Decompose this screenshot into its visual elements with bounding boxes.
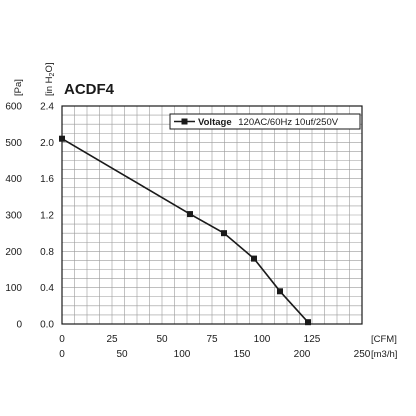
data-point	[305, 319, 311, 326]
x-ticks-cfm: 0 25 50 75 100 125	[59, 334, 321, 345]
y-ticks-inh2o: 0.0 0.4 0.8 1.2 1.6 2.0 2.4	[40, 102, 54, 331]
data-point	[59, 135, 65, 142]
x-tick-m3h: 250	[354, 349, 371, 360]
x-tick-cfm: 0	[59, 334, 65, 345]
x-tick-m3h: 0	[59, 349, 65, 360]
data-point	[251, 255, 257, 262]
y-tick-inh2o: 0.0	[40, 320, 54, 331]
plot-frame	[61, 105, 363, 325]
inh2o-unit-part: O]	[44, 63, 55, 73]
data-point	[187, 211, 193, 218]
y-tick-pa: 400	[5, 174, 22, 185]
chart-title: ACDF4	[64, 81, 115, 98]
legend-marker	[181, 118, 188, 125]
x-tick-cfm: 100	[254, 334, 271, 345]
y-tick-inh2o: 0.8	[40, 247, 54, 258]
x-tick-cfm: 125	[304, 334, 321, 345]
legend-box	[169, 113, 361, 130]
x-tick-cfm: 75	[206, 334, 218, 345]
y-tick-inh2o: 0.4	[40, 283, 54, 294]
legend-label: Voltage 120AC/60Hz 10uf/250V	[198, 117, 339, 128]
y-ticks-pa: 0 100 200 300 400 500 600	[5, 102, 22, 331]
x-tick-m3h: 50	[116, 349, 128, 360]
x-tick-cfm: 50	[156, 334, 168, 345]
series-line	[61, 138, 309, 323]
legend: Voltage 120AC/60Hz 10uf/250V	[169, 113, 361, 130]
y-tick-pa: 300	[5, 211, 22, 222]
inh2o-unit-label: [in H2O]	[44, 63, 56, 96]
x-tick-m3h: 150	[234, 349, 251, 360]
grid	[62, 106, 362, 324]
m3h-unit-label: [m3/h]	[371, 349, 397, 360]
x-ticks-m3h: 0 50 100 150 200 250	[59, 349, 371, 360]
cfm-unit-label: [CFM]	[371, 334, 397, 345]
x-tick-m3h: 100	[174, 349, 191, 360]
series-group	[59, 135, 311, 326]
y-tick-pa: 100	[5, 283, 22, 294]
y-tick-inh2o: 1.6	[40, 174, 54, 185]
y-tick-pa: 200	[5, 247, 22, 258]
inh2o-unit-part: [in H	[44, 76, 55, 96]
data-point	[221, 230, 227, 237]
y-tick-pa: 600	[5, 102, 22, 113]
data-point	[277, 288, 283, 295]
y-tick-inh2o: 1.2	[40, 211, 54, 222]
y-tick-pa: 500	[5, 138, 22, 149]
y-tick-inh2o: 2.0	[40, 138, 54, 149]
x-tick-m3h: 200	[294, 349, 311, 360]
legend-label-rest: 120AC/60Hz 10uf/250V	[238, 117, 338, 128]
y-tick-pa: 0	[16, 320, 22, 331]
pa-unit-label: [Pa]	[13, 79, 24, 96]
inh2o-unit-subscript: 2	[49, 72, 56, 76]
x-tick-cfm: 25	[106, 334, 118, 345]
y-tick-inh2o: 2.4	[40, 102, 54, 113]
legend-label-bold: Voltage	[198, 117, 232, 128]
